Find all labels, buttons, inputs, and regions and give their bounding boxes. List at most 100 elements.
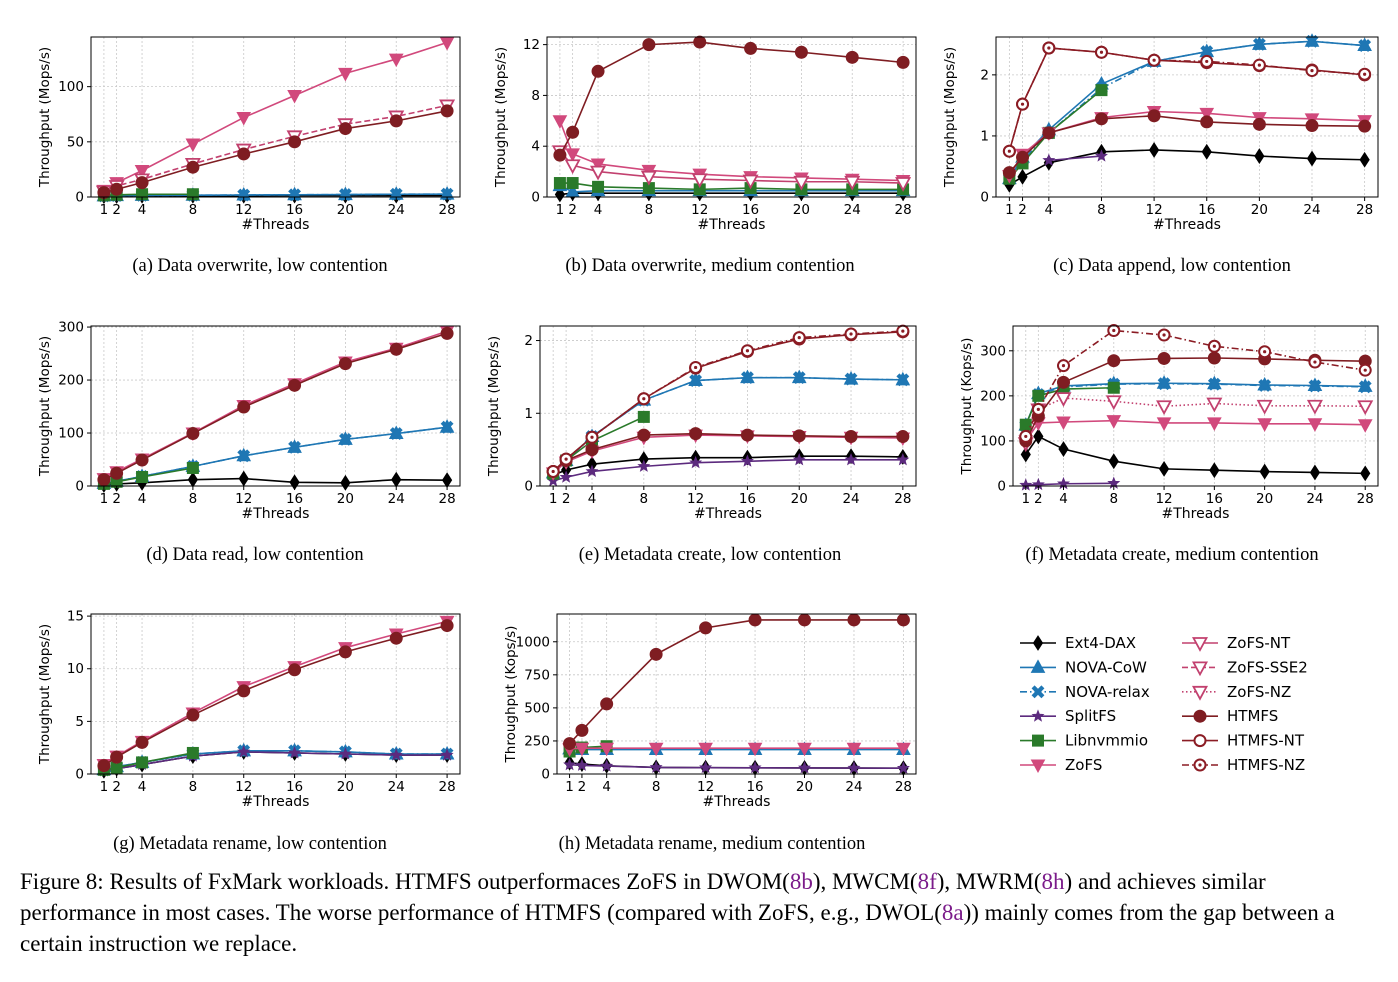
x-tick-label: 8: [640, 491, 649, 507]
data-point: [1200, 115, 1214, 129]
x-tick-label: 1: [1021, 491, 1030, 507]
legend-item-htmfs-nz: HTMFS-NZ: [1182, 756, 1305, 774]
series-zofs: [1018, 415, 1373, 449]
caption-ref[interactable]: 8h: [1041, 869, 1065, 894]
data-point: [1358, 119, 1372, 133]
y-tick-label: 0: [75, 767, 84, 783]
data-point: [1259, 463, 1270, 480]
y-tick-label: 0: [541, 767, 550, 783]
data-point: [136, 756, 149, 769]
x-tick-label: 12: [687, 491, 704, 507]
data-point: [794, 45, 808, 59]
data-point: [1147, 109, 1161, 123]
caption-ref[interactable]: 8b: [789, 869, 813, 894]
data-point: [845, 50, 859, 64]
x-tick-label: 16: [286, 779, 303, 795]
x-tick-label: 20: [1256, 491, 1273, 507]
series-htmfs-nt: [1002, 41, 1372, 158]
x-tick-label: 28: [1357, 491, 1374, 507]
series-htmfs: [97, 619, 454, 773]
caption-ref[interactable]: 8f: [917, 869, 937, 894]
data-point: [288, 378, 302, 392]
x-tick-label: 4: [138, 491, 147, 507]
y-tick-label: 200: [58, 373, 84, 389]
series-splitfs: [1019, 476, 1121, 491]
data-point: [186, 708, 200, 722]
x-tick-label: 12: [691, 202, 708, 218]
data-point-dot: [590, 435, 594, 439]
y-tick-label: 300: [980, 343, 1006, 359]
data-point-dot: [564, 457, 568, 461]
legend-label: NOVA-relax: [1065, 683, 1150, 701]
data-point: [1306, 150, 1318, 167]
x-tick-label: 1: [1005, 202, 1014, 218]
data-point: [1207, 377, 1221, 391]
data-point-dot: [1061, 364, 1066, 368]
data-point: [592, 180, 605, 193]
x-tick-label: 16: [742, 202, 759, 218]
caption-a: (a) Data overwrite, low contention: [132, 256, 388, 276]
data-point: [1157, 351, 1171, 365]
x-tick-label: 28: [438, 202, 455, 218]
data-point: [186, 746, 199, 759]
chart-panel-7: 1 2 4 8 12 16 20 24 2802505007501000#ThreadsThro…: [503, 613, 917, 810]
data-point: [846, 742, 862, 757]
x-tick-label: 8: [1097, 202, 1106, 218]
data-point: [136, 470, 149, 483]
legend-label: HTMFS-NZ: [1227, 756, 1305, 774]
plot-frame: [556, 613, 917, 775]
data-point: [693, 35, 707, 49]
data-point: [1206, 397, 1223, 413]
x-tick-label: 2: [112, 202, 121, 218]
data-point: [1017, 168, 1028, 185]
x-axis-label: #Threads: [242, 794, 310, 810]
series-zofs: [1002, 106, 1372, 184]
series-line: [1025, 482, 1114, 486]
data-point: [896, 742, 911, 757]
data-point: [440, 748, 454, 761]
x-tick-label: 20: [337, 491, 354, 507]
x-tick-label: 12: [697, 779, 714, 795]
data-point: [135, 176, 149, 190]
series-line: [103, 752, 194, 771]
data-point: [563, 737, 577, 751]
figure-caption: Figure 8: Results of FxMark workloads. H…: [20, 866, 1380, 959]
data-point: [439, 37, 455, 51]
data-point-dot: [694, 365, 698, 370]
x-tick-label: 1: [100, 202, 109, 218]
data-point: [389, 631, 403, 645]
data-point: [237, 684, 251, 698]
x-tick-label: 1: [100, 779, 109, 795]
x-tick-label: 24: [1306, 491, 1323, 507]
x-tick-label: 16: [1206, 491, 1223, 507]
y-tick-label: 0: [531, 190, 540, 206]
legend-marker: [1193, 709, 1207, 723]
y-tick-label: 15: [67, 609, 84, 625]
data-point: [389, 748, 403, 761]
data-point: [1108, 453, 1119, 470]
y-axis-label: Throughput (Mops/s): [942, 47, 958, 188]
y-tick-label: 0: [75, 190, 84, 206]
x-tick-label: 4: [602, 779, 611, 795]
data-point: [1252, 37, 1266, 51]
data-point: [741, 371, 754, 385]
data-point: [1032, 389, 1045, 402]
data-point: [575, 758, 589, 771]
x-tick-label: 24: [388, 491, 405, 507]
legend-label: ZoFS: [1065, 756, 1102, 774]
data-point: [186, 427, 200, 441]
data-point: [440, 326, 454, 340]
plot-frame: [546, 36, 917, 198]
data-point-dot: [1313, 360, 1317, 364]
x-tick-label: 4: [138, 202, 147, 218]
x-tick-label: 2: [568, 202, 577, 218]
data-point: [744, 41, 758, 55]
caption-ref[interactable]: 8a: [941, 900, 964, 925]
data-point-dot: [1205, 59, 1209, 64]
caption-e: (e) Metadata create, low contention: [578, 545, 842, 565]
y-axis-label: Throughput (Kops/s): [959, 338, 975, 476]
data-point: [338, 432, 352, 446]
data-point: [237, 188, 251, 202]
x-tick-label: 28: [1356, 202, 1373, 218]
